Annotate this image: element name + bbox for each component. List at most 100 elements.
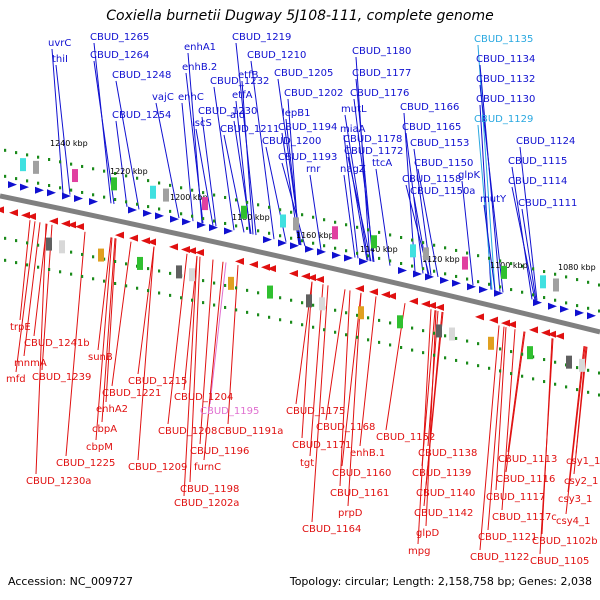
forward-feature-block bbox=[371, 235, 377, 249]
forward-gene-arrow bbox=[533, 299, 542, 307]
ruler-tick bbox=[433, 353, 436, 357]
ruler-tick bbox=[532, 355, 535, 359]
ruler-tick bbox=[334, 246, 337, 250]
ruler-tick bbox=[59, 270, 62, 274]
ruler-tick bbox=[4, 258, 7, 262]
label-connector bbox=[519, 146, 538, 301]
forward-gene-arrow bbox=[47, 189, 56, 197]
ruler-tick bbox=[345, 311, 348, 315]
reverse-feature-block bbox=[579, 358, 585, 372]
ruler-tick bbox=[114, 259, 117, 263]
ruler-tick bbox=[147, 267, 150, 271]
ruler-tick bbox=[92, 193, 95, 197]
reverse-gene-arrow bbox=[555, 332, 564, 340]
gene-label: csy4_1 bbox=[556, 516, 590, 527]
ruler-tick bbox=[499, 259, 502, 263]
ruler-tick bbox=[246, 226, 249, 230]
gene-label: CBUD_1168 bbox=[316, 422, 375, 433]
gene-label: lepB1 bbox=[282, 108, 311, 119]
reverse-feature-block bbox=[228, 276, 234, 290]
ruler-tick bbox=[499, 347, 502, 351]
reverse-gene-arrow bbox=[529, 326, 538, 334]
forward-gene-arrow bbox=[209, 224, 218, 232]
gene-label: CBUD_1248 bbox=[112, 70, 171, 81]
ruler-tick bbox=[15, 239, 18, 243]
label-connector bbox=[137, 246, 155, 461]
ruler-tick bbox=[125, 262, 128, 266]
gene-label: csy1_1 bbox=[566, 456, 600, 467]
forward-gene-arrow bbox=[263, 236, 272, 244]
label-connector bbox=[115, 80, 140, 210]
gene-label: mpg bbox=[408, 546, 430, 557]
ruler-label: 1240 kbp bbox=[50, 139, 88, 148]
ruler-tick bbox=[510, 288, 513, 292]
ruler-tick bbox=[48, 183, 51, 187]
ruler-tick bbox=[37, 181, 40, 185]
forward-gene-arrow bbox=[548, 302, 557, 310]
forward-feature-block bbox=[410, 244, 416, 258]
gene-label: CBUD_1124 bbox=[516, 136, 575, 147]
forward-feature-block bbox=[280, 214, 286, 228]
ruler-tick bbox=[70, 188, 73, 192]
label-connector bbox=[325, 289, 346, 421]
label-connector bbox=[55, 64, 71, 195]
ruler-tick bbox=[543, 296, 546, 300]
ruler-tick bbox=[576, 366, 579, 370]
gene-label: glpK bbox=[458, 170, 480, 181]
reverse-gene-arrow bbox=[75, 223, 84, 231]
reverse-gene-arrow bbox=[27, 212, 36, 220]
ruler-tick bbox=[4, 148, 7, 152]
ruler-tick bbox=[356, 313, 359, 317]
reverse-gene-arrow bbox=[147, 238, 156, 246]
forward-gene-arrow bbox=[128, 206, 137, 214]
ruler-tick bbox=[334, 330, 337, 334]
ruler-tick bbox=[246, 200, 249, 204]
label-connector bbox=[167, 253, 188, 425]
ruler-tick bbox=[543, 270, 546, 274]
ruler-tick bbox=[59, 186, 62, 190]
ruler-tick bbox=[279, 318, 282, 322]
label-connector bbox=[521, 208, 537, 301]
gene-label: CBUD_1193 bbox=[278, 152, 337, 163]
ruler-tick bbox=[598, 371, 600, 375]
ruler-tick bbox=[400, 236, 403, 239]
ruler-tick bbox=[180, 212, 183, 216]
gene-label: CBUD_1225 bbox=[56, 458, 115, 469]
ruler-tick bbox=[532, 377, 535, 381]
ruler-tick bbox=[158, 269, 161, 273]
ruler-tick bbox=[4, 174, 7, 178]
ruler-tick bbox=[26, 241, 29, 245]
ruler-tick bbox=[26, 153, 29, 157]
label-connector bbox=[35, 223, 47, 475]
ruler-tick bbox=[477, 280, 480, 284]
ruler-tick bbox=[378, 256, 381, 260]
ruler-label: 1180 kbp bbox=[232, 213, 270, 222]
label-connector bbox=[346, 144, 368, 261]
gene-label: CBUD_1241b bbox=[24, 338, 90, 349]
genome-backbone bbox=[0, 193, 600, 335]
ruler-tick bbox=[532, 267, 535, 271]
ruler-tick bbox=[598, 309, 600, 313]
label-connector bbox=[477, 44, 496, 291]
genome-summary: Topology: circular; Length: 2,158,758 bp… bbox=[289, 575, 592, 588]
ruler-tick bbox=[235, 224, 238, 228]
gene-label: CBUD_1116 bbox=[496, 474, 555, 485]
label-connector bbox=[213, 86, 235, 231]
ruler-tick bbox=[466, 339, 469, 343]
gene-label: furnC bbox=[194, 462, 221, 473]
forward-gene-arrow bbox=[452, 279, 461, 287]
forward-gene-arrow bbox=[155, 212, 164, 220]
label-connector bbox=[477, 124, 493, 290]
ruler-tick bbox=[477, 364, 480, 368]
forward-feature-block bbox=[501, 265, 507, 279]
ruler-tick bbox=[15, 177, 18, 181]
gene-label: thiI bbox=[52, 54, 68, 65]
reverse-gene-arrow bbox=[435, 303, 444, 311]
gene-label: prpD bbox=[338, 508, 363, 519]
label-connector bbox=[359, 296, 377, 447]
gene-label: trpE bbox=[10, 322, 31, 333]
ruler-tick bbox=[136, 286, 139, 290]
ruler-tick bbox=[356, 335, 359, 339]
reverse-gene-arrow bbox=[261, 263, 270, 271]
